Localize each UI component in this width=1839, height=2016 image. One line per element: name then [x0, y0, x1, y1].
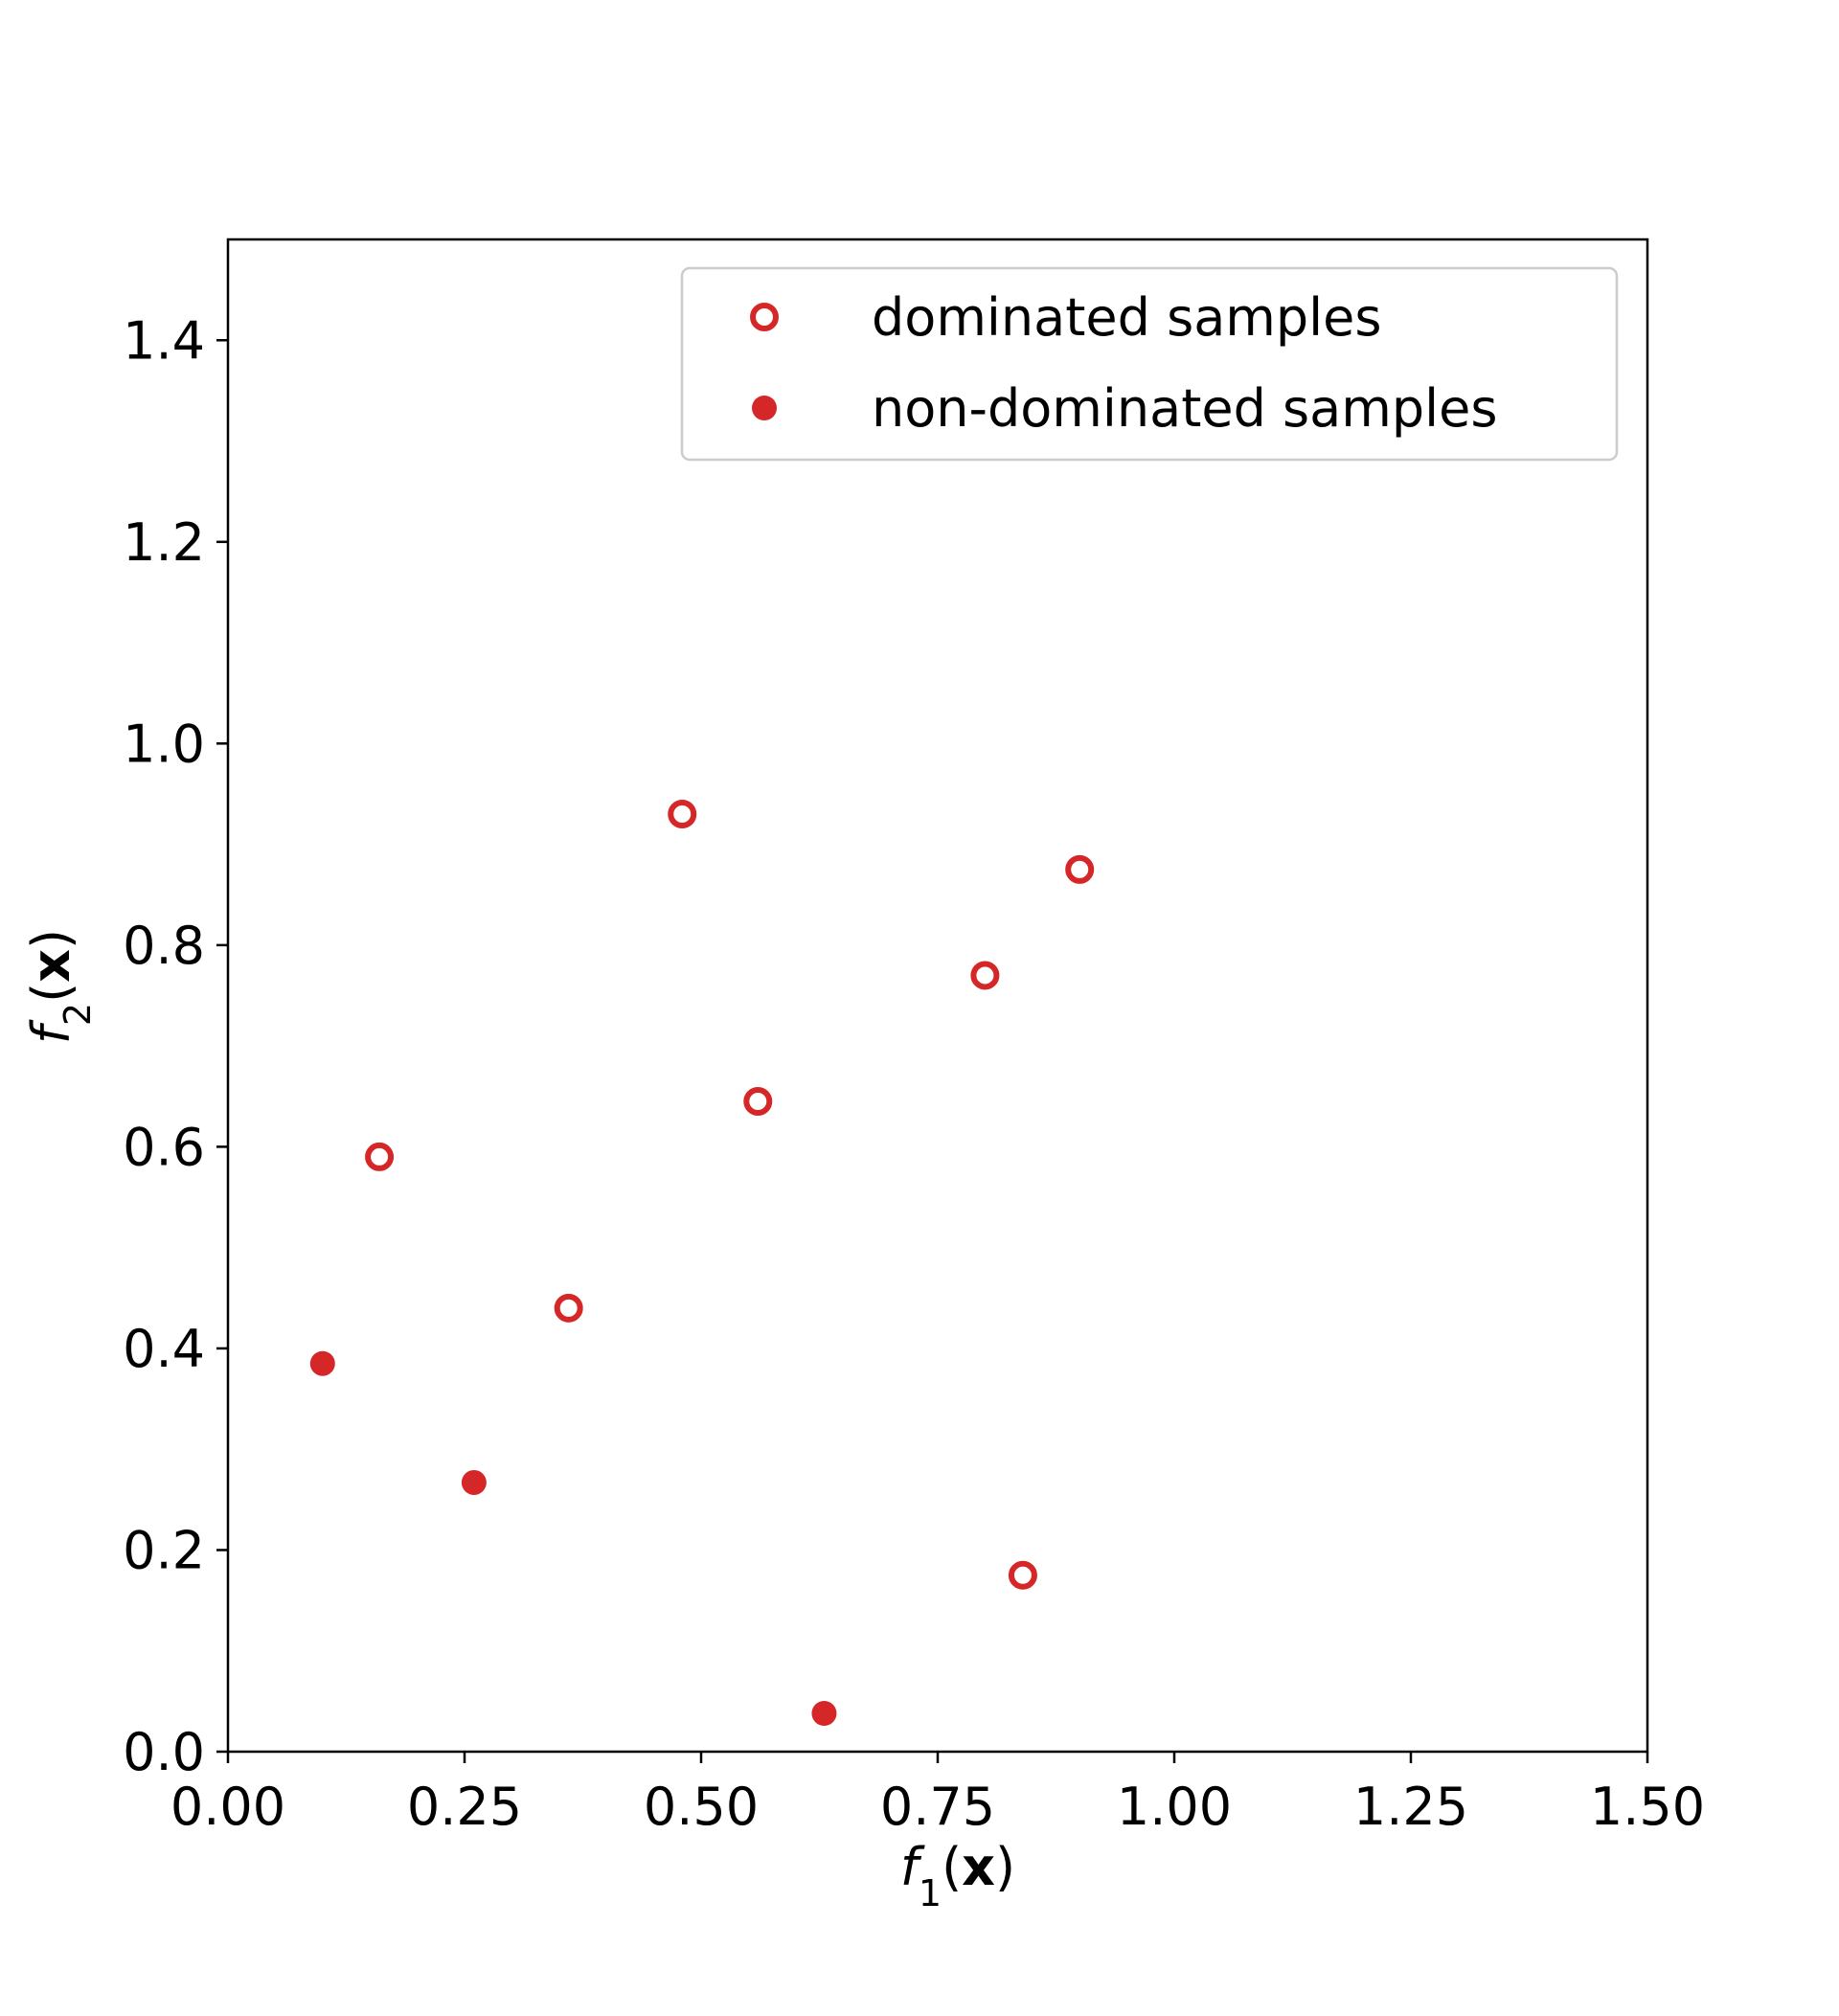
legend-marker-non-dominated	[752, 396, 777, 420]
dominated-sample-point	[668, 800, 697, 829]
legend: dominated samples non-dominated samples	[680, 266, 1619, 462]
legend-label-dominated: dominated samples	[872, 287, 1382, 348]
x-tick-label: 1.00	[1117, 1777, 1232, 1837]
y-tick-label: 0.4	[123, 1319, 205, 1379]
dominated-sample-point	[970, 961, 1000, 990]
y-tick-label: 0.0	[123, 1722, 205, 1782]
x-tick-label: 1.50	[1590, 1777, 1705, 1837]
legend-label-non-dominated: non-dominated samples	[872, 378, 1498, 439]
data-points	[309, 800, 1095, 1726]
y-tick-label: 1.2	[123, 512, 205, 573]
y-tick-label: 0.2	[123, 1520, 205, 1580]
y-tick-label: 0.6	[123, 1117, 205, 1177]
x-tick-label: 0.75	[880, 1777, 995, 1837]
x-tick-label: 0.50	[644, 1777, 759, 1837]
x-tick-label: 1.25	[1353, 1777, 1468, 1837]
dominated-sample-point	[743, 1087, 773, 1117]
x-tick-label: 0.25	[407, 1777, 522, 1837]
legend-box	[680, 266, 1619, 462]
dominated-sample-point	[365, 1142, 395, 1171]
y-tick-label: 0.8	[123, 916, 205, 976]
dominated-sample-point	[1008, 1560, 1037, 1590]
legend-marker-dominated	[750, 303, 779, 331]
x-axis-label: f1(x)	[900, 1837, 1015, 1914]
axes: 0.00 0.25 0.50 0.75 1.00 1.25 1.50 0.0 0.2 0.4 0.6…	[123, 238, 1705, 1837]
non-dominated-sample-point	[811, 1700, 837, 1726]
y-tick-label: 1.4	[123, 310, 205, 371]
plot-frame	[226, 238, 1649, 1754]
x-tick-label: 0.00	[170, 1777, 285, 1837]
non-dominated-sample-point	[461, 1469, 487, 1495]
dominated-sample-point	[554, 1293, 583, 1323]
y-tick-label: 1.0	[123, 714, 205, 774]
y-axis-label: f2(x)	[21, 929, 99, 1044]
non-dominated-sample-point	[309, 1350, 335, 1376]
dominated-sample-point	[1065, 854, 1095, 884]
